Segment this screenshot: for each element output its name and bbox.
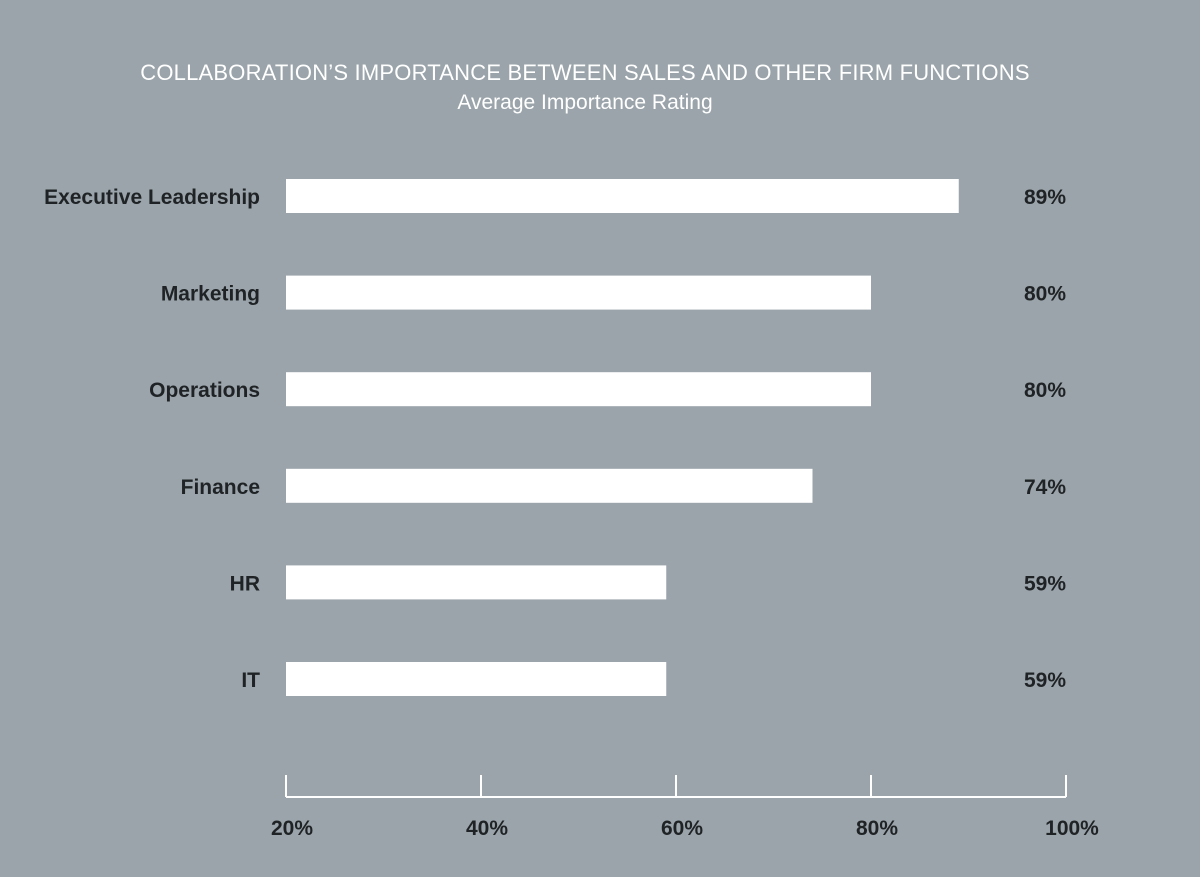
chart-title: COLLABORATION’S IMPORTANCE BETWEEN SALES…	[140, 60, 1030, 85]
bar	[286, 662, 667, 696]
value-label: 80%	[1024, 379, 1066, 402]
category-label: IT	[241, 669, 260, 692]
bar	[286, 275, 871, 310]
category-label: Executive Leadership	[44, 186, 260, 209]
x-tick-label: 60%	[661, 817, 703, 840]
value-label: 89%	[1024, 186, 1066, 209]
value-label: 59%	[1024, 669, 1066, 692]
x-tick-label: 40%	[466, 817, 508, 840]
x-tick-label: 80%	[856, 817, 898, 840]
category-label: Finance	[181, 476, 260, 499]
chart-subtitle: Average Importance Rating	[457, 91, 713, 114]
x-tick-label: 100%	[1045, 817, 1099, 840]
category-label: Operations	[149, 379, 260, 402]
bar	[286, 565, 667, 600]
category-label: Marketing	[161, 283, 260, 306]
x-tick-label: 20%	[271, 817, 313, 840]
value-label: 74%	[1024, 476, 1066, 499]
value-label: 80%	[1024, 283, 1066, 306]
bar	[286, 468, 813, 503]
category-label: HR	[230, 572, 260, 595]
bar	[286, 179, 959, 213]
bar	[286, 372, 871, 407]
chart-titles: COLLABORATION’S IMPORTANCE BETWEEN SALES…	[0, 58, 1170, 118]
value-label: 59%	[1024, 572, 1066, 595]
